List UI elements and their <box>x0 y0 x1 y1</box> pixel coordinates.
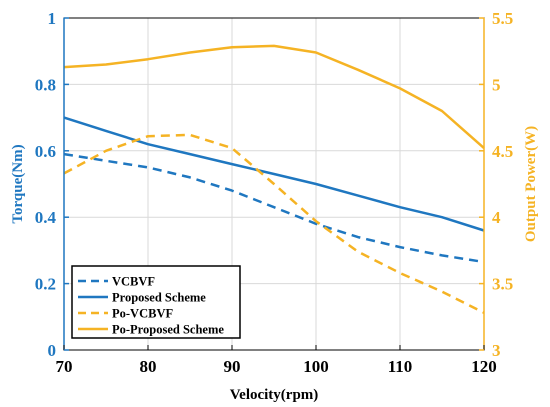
legend-label: Po-VCBVF <box>112 307 173 321</box>
left-y-tick-label: 0.8 <box>35 75 56 94</box>
x-tick-label: 70 <box>56 357 73 376</box>
legend: VCBVF Proposed Scheme Po-VCBVF Po-Proposed … <box>71 265 241 339</box>
series-line-po-vcbvf <box>63 133 485 314</box>
right-y-tick-label: 4 <box>492 208 501 227</box>
legend-label: Po-Proposed Scheme <box>112 323 224 337</box>
legend-label: VCBVF <box>112 275 155 289</box>
right-y-tick-label: 3 <box>492 341 501 360</box>
left-y-tick-label: 1 <box>48 9 57 28</box>
left-y-axis-label: Torque(Nm) <box>10 144 26 223</box>
x-tick-label: 100 <box>303 357 329 376</box>
left-y-tick-label: 0.2 <box>35 275 56 294</box>
left-y-tick-label: 0 <box>48 341 57 360</box>
x-tick-label: 120 <box>471 357 497 376</box>
x-tick-label: 80 <box>140 357 157 376</box>
left-y-axis-ticks: 0 0.2 0.4 0.6 0.8 1 <box>35 9 69 360</box>
legend-label: Proposed Scheme <box>112 291 206 305</box>
right-y-tick-label: 3.5 <box>492 275 513 294</box>
right-y-axis-ticks: 3 3.5 4 4.5 5 5.5 <box>479 9 513 360</box>
right-y-axis-label: Output Power(W) <box>523 126 539 242</box>
x-tick-label: 110 <box>388 357 413 376</box>
series-line-po-proposed-scheme <box>63 44 485 150</box>
x-axis-ticks: 70 80 90 100 110 120 <box>56 345 497 376</box>
right-y-tick-label: 4.5 <box>492 142 513 161</box>
x-axis-label: Velocity(rpm) <box>230 387 319 403</box>
series-lines <box>63 44 485 314</box>
series-line-vcbvf <box>63 152 485 264</box>
right-y-tick-label: 5 <box>492 75 501 94</box>
x-tick-label: 90 <box>224 357 241 376</box>
right-y-tick-label: 5.5 <box>492 9 513 28</box>
legend-box <box>71 265 241 339</box>
left-y-tick-label: 0.6 <box>35 142 56 161</box>
left-y-tick-label: 0.4 <box>35 208 57 227</box>
